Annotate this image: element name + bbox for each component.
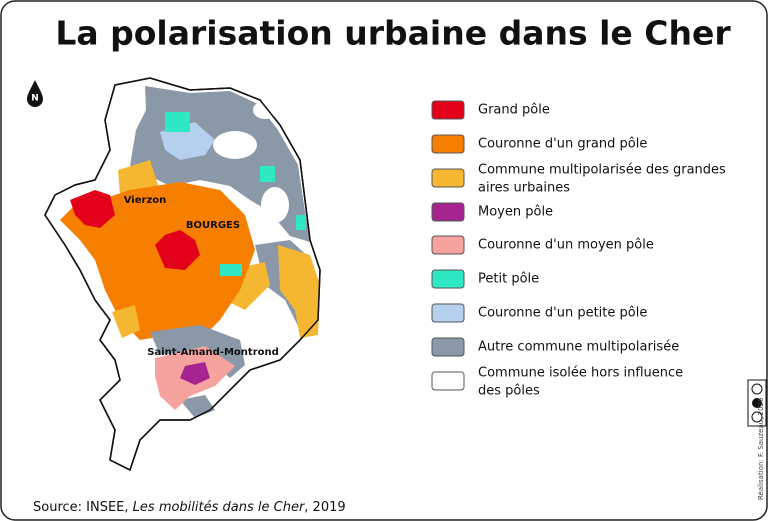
legend-label: Petit pôle — [478, 272, 539, 287]
zone — [180, 362, 210, 385]
legend-label: Commune multipolarisée des grandes — [478, 163, 726, 178]
legend-swatch — [431, 371, 465, 391]
legend-label: Couronne d'un petite pôle — [478, 306, 647, 321]
legend-label: Commune isolée hors influence — [478, 366, 683, 381]
title: La polarisation urbaine dans le Cher — [55, 14, 731, 53]
legend-swatch — [431, 235, 465, 255]
legend: Grand pôle Couronne d'un grand pôle Commun… — [431, 100, 726, 399]
legend-swatch — [431, 337, 465, 357]
zone — [155, 230, 200, 270]
place-label: Vierzon — [124, 195, 167, 206]
zone — [296, 215, 306, 230]
place-label: BOURGES — [186, 220, 240, 231]
legend-swatch — [431, 269, 465, 289]
zone — [213, 131, 257, 159]
border — [44, 77, 321, 472]
legend-label: Couronne d'un moyen pôle — [478, 238, 654, 253]
legend-swatch — [431, 168, 465, 188]
source-suffix: , 2019 — [304, 500, 345, 515]
source-work: Les mobilités dans le Cher — [133, 500, 306, 515]
zone — [165, 112, 190, 132]
source-prefix: Source: INSEE, — [33, 500, 133, 515]
credit: Réalisation: F. Sauzeau, 2026 — [757, 397, 765, 500]
legend-label: Grand pôle — [478, 103, 550, 118]
zone — [278, 245, 320, 338]
north-arrow: N — [27, 80, 43, 107]
legend-swatch — [431, 100, 465, 120]
legend-swatch — [431, 202, 465, 222]
legend-label: des pôles — [478, 384, 540, 399]
zone — [260, 166, 275, 182]
zone — [261, 187, 289, 223]
place-label: Saint-Amand-Montrond — [147, 347, 279, 358]
map: Vierzon BOURGES Saint-Amand-Montrond — [44, 77, 321, 472]
legend-label: Moyen pôle — [478, 205, 553, 220]
zone — [70, 190, 115, 228]
source: Source: INSEE, Les mobilités dans le Che… — [33, 500, 346, 515]
license-icon — [747, 379, 767, 427]
zone — [220, 264, 242, 276]
zone — [60, 182, 255, 340]
legend-label: Autre commune multipolarisée — [478, 340, 679, 355]
legend-swatch — [431, 134, 465, 154]
legend-label: Couronne d'un grand pôle — [478, 137, 647, 152]
legend-swatch — [431, 303, 465, 323]
zone — [112, 305, 140, 338]
legend-label: aires urbaines — [478, 181, 570, 196]
north-label: N — [31, 94, 39, 104]
